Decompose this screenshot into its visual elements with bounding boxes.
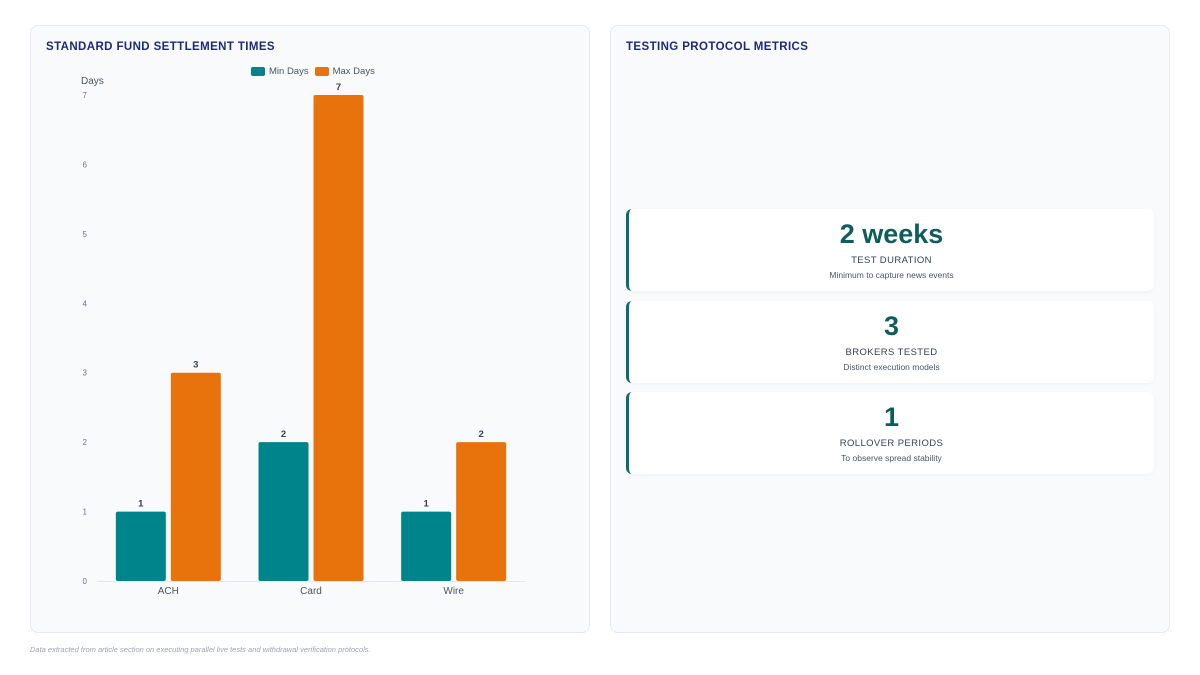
metric-card-test-duration: 2 weeks TEST DURATION Minimum to capture… bbox=[626, 209, 1154, 291]
chart-card-title: STANDARD FUND SETTLEMENT TIMES bbox=[46, 41, 276, 53]
settlement-bar-chart: Days 0 1 2 3 4 5 6 7 1 3 ACH 2 7 Card 1 2 Wire bbox=[81, 76, 525, 597]
bar-min-days-card bbox=[258, 442, 309, 581]
y-tick-label: 3 bbox=[83, 369, 88, 378]
chart-legend[interactable]: Min Days Max Days bbox=[251, 66, 375, 77]
x-tick-label: Card bbox=[300, 586, 322, 597]
legend-item-min[interactable]: Min Days bbox=[251, 66, 309, 77]
data-label: 2 bbox=[479, 429, 484, 440]
footer-note: Data extracted from article section on e… bbox=[30, 645, 371, 654]
y-tick-label: 5 bbox=[83, 230, 88, 239]
metric-subtext: Minimum to capture news events bbox=[829, 270, 954, 280]
metric-label: ROLLOVER PERIODS bbox=[839, 438, 944, 449]
settlement-chart-card: STANDARD FUND SETTLEMENT TIMES Min Days … bbox=[30, 25, 590, 633]
y-tick-label: 0 bbox=[83, 577, 88, 586]
bar-min-days-ach bbox=[115, 511, 166, 581]
y-tick-label: 6 bbox=[83, 160, 88, 169]
metric-label: BROKERS TESTED bbox=[845, 347, 938, 358]
legend-label-min: Min Days bbox=[269, 66, 309, 77]
x-tick-label: ACH bbox=[158, 586, 179, 597]
legend-swatch-max bbox=[314, 67, 329, 76]
data-label: 2 bbox=[281, 429, 286, 440]
legend-label-max: Max Days bbox=[332, 66, 375, 77]
bar-max-days-ach bbox=[170, 372, 221, 581]
y-axis-title: Days bbox=[81, 76, 104, 87]
metrics-card-title: TESTING PROTOCOL METRICS bbox=[626, 41, 809, 53]
metric-label: TEST DURATION bbox=[851, 255, 932, 266]
data-label: 1 bbox=[424, 499, 430, 510]
data-label: 1 bbox=[138, 499, 144, 510]
legend-item-max[interactable]: Max Days bbox=[314, 66, 375, 77]
metric-card-brokers-tested: 3 BROKERS TESTED Distinct execution mode… bbox=[626, 301, 1154, 383]
y-tick-label: 7 bbox=[83, 91, 88, 100]
x-tick-label: Wire bbox=[443, 586, 464, 597]
metric-subtext: To observe spread stability bbox=[841, 453, 942, 463]
legend-swatch-min bbox=[251, 67, 265, 76]
bar-max-days-wire bbox=[456, 442, 507, 581]
data-label: 7 bbox=[336, 82, 341, 93]
y-tick-label: 1 bbox=[83, 508, 88, 517]
bar-max-days-card bbox=[313, 95, 364, 581]
metric-card-rollover-periods: 1 ROLLOVER PERIODS To observe spread sta… bbox=[626, 392, 1154, 474]
metric-subtext: Distinct execution models bbox=[843, 362, 940, 372]
y-tick-label: 2 bbox=[83, 438, 88, 447]
bar-min-days-wire bbox=[401, 511, 452, 581]
metric-value: 1 bbox=[883, 402, 900, 432]
metric-value: 2 weeks bbox=[839, 219, 944, 249]
metric-value: 3 bbox=[883, 311, 900, 341]
y-tick-label: 4 bbox=[83, 299, 88, 308]
data-label: 3 bbox=[193, 360, 198, 371]
testing-metrics-card: TESTING PROTOCOL METRICS 2 weeks TEST DU… bbox=[610, 25, 1170, 633]
